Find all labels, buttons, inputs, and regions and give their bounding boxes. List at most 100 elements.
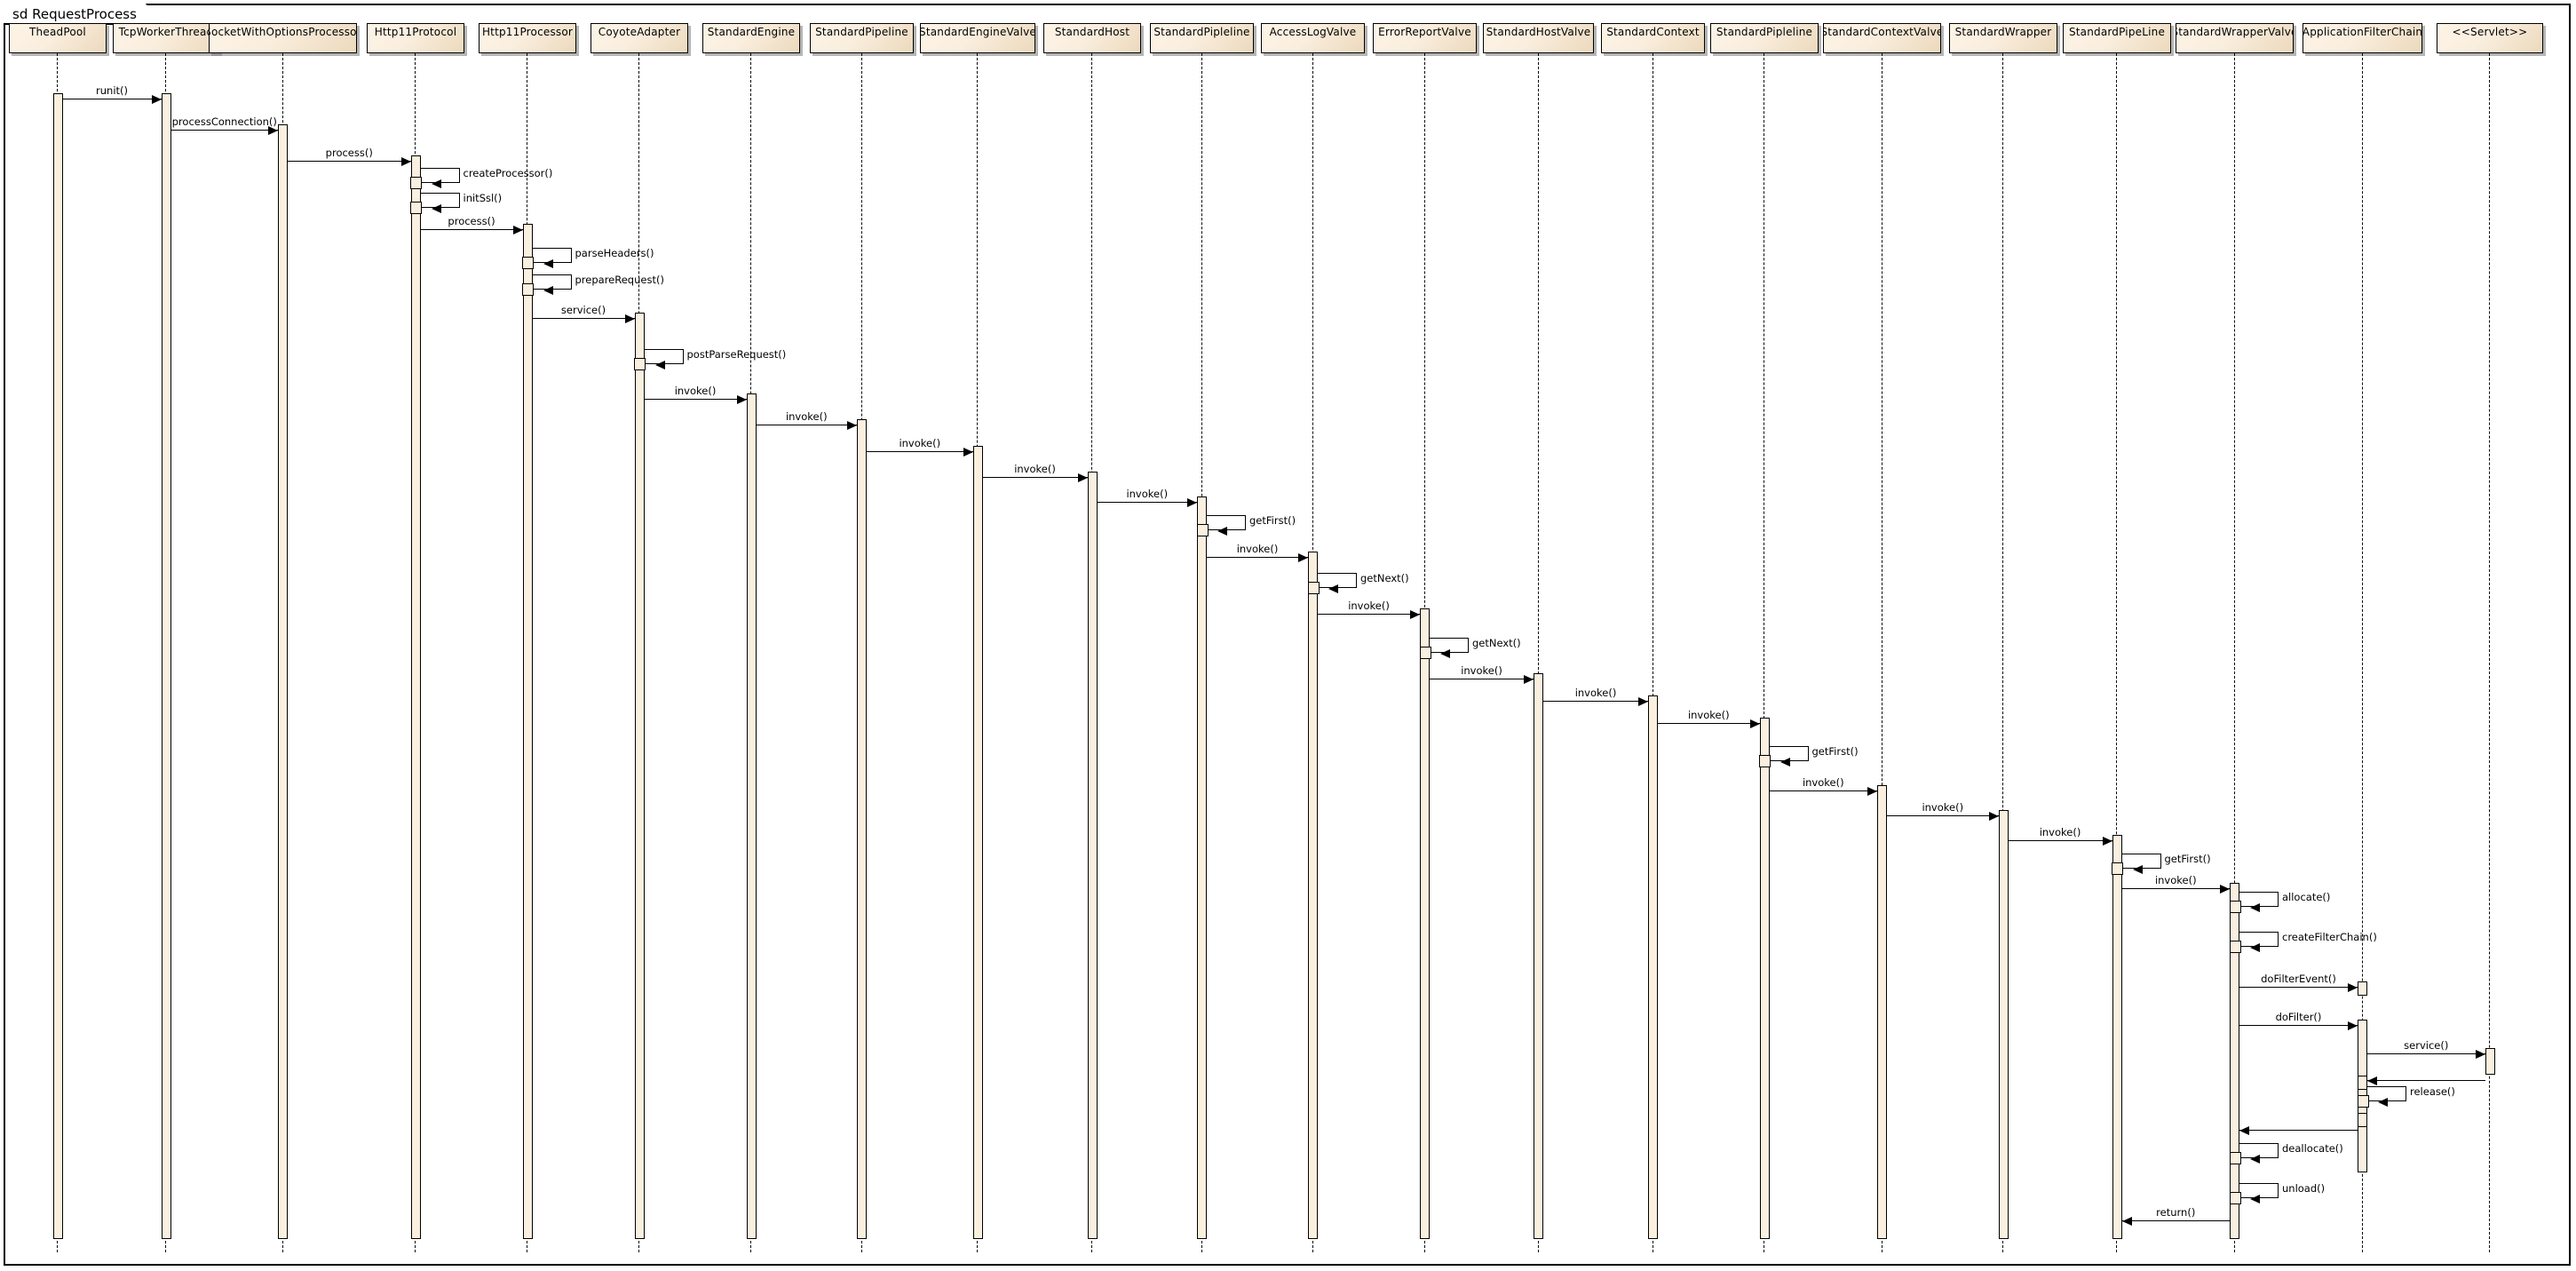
call-message-arrow (1077, 473, 1088, 482)
lifeline-header-standardwrapper[interactable]: StandardWrapper (1949, 23, 2057, 53)
lifeline-label: AccessLogValve (1269, 26, 1357, 38)
call-message-arrow (512, 225, 523, 234)
message-label: return() (2156, 1206, 2196, 1219)
message-label: initSsl() (463, 192, 503, 204)
message-label: postParseRequest() (686, 348, 787, 361)
lifeline-header-errorreportvalve[interactable]: ErrorReportValve (1373, 23, 1477, 53)
call-message-arrow (1867, 786, 1877, 796)
lifeline-dash-standardwrappervalve (2233, 53, 2235, 1252)
lifeline-header-standardpipeline3[interactable]: StandardPipleline (1710, 23, 1819, 53)
call-message-line (982, 477, 1088, 478)
call-message-arrow (268, 125, 278, 135)
message-label: invoke() (1687, 709, 1730, 721)
call-message-line (644, 399, 747, 400)
frame-label: sd RequestProcess (4, 4, 162, 25)
activation-bar-errorreportvalve (1420, 608, 1430, 1239)
lifeline-header-standardhostvalve[interactable]: StandardHostValve (1483, 23, 1594, 53)
self-call-arrow (2378, 1097, 2388, 1107)
call-message-arrow (1298, 552, 1308, 562)
call-message-line (2239, 987, 2358, 988)
lifeline-header-standardpipeline4[interactable]: StandardPipeLine (2063, 23, 2171, 53)
message-label: invoke() (1236, 543, 1279, 555)
message-label: createFilterChain() (2282, 931, 2377, 943)
self-call-activation (410, 202, 422, 214)
message-label: allocate() (2282, 891, 2331, 903)
lifeline-header-threadpool[interactable]: TheadPool (9, 23, 107, 53)
lifeline-dash-applicationfilterchain (2361, 53, 2363, 1252)
activation-bar-standardpipeline1 (857, 419, 867, 1239)
message-label: invoke() (1126, 488, 1169, 500)
lifeline-header-coyoteadapter[interactable]: CoyoteAdapter (590, 23, 688, 53)
lifeline-header-applicationfilterchain[interactable]: ApplicationFilterChain (2303, 23, 2422, 53)
self-call-activation (1419, 647, 1431, 659)
message-label: invoke() (674, 385, 717, 397)
activation-bar-tcpworkerthread (161, 93, 171, 1239)
lifeline-label: StandardPipleline (1153, 26, 1250, 38)
lifeline-label: StandardHostValve (1486, 26, 1591, 38)
lifeline-header-standardenginevalve[interactable]: StandardEngineValve (920, 23, 1035, 53)
message-label: createProcessor() (463, 167, 553, 179)
activation-bar-standardpipeline4 (2112, 835, 2122, 1239)
lifeline-header-http11protocol[interactable]: Http11Protocol (367, 23, 464, 53)
message-label: invoke() (1574, 687, 1617, 699)
self-call-arrow (2250, 942, 2260, 952)
self-call-activation (522, 283, 534, 296)
lifeline-label: StandardEngineValve (920, 26, 1035, 38)
message-label: invoke() (1014, 463, 1056, 475)
activation-bar-standardcontext (1648, 695, 1658, 1239)
lifeline-header-accesslogvalve[interactable]: AccessLogValve (1261, 23, 1365, 53)
call-message-arrow (151, 94, 162, 104)
lifeline-header-standardcontext[interactable]: StandardContext (1601, 23, 1705, 53)
lifeline-header-tcpworkerthread[interactable]: TcpWorkerThread (113, 23, 219, 53)
message-label: invoke() (1922, 801, 1964, 814)
lifeline-label: TcpWorkerThread (118, 26, 214, 38)
call-message-line (532, 318, 635, 319)
call-message-arrow (2348, 982, 2358, 992)
lifeline-header-socketwithoptions[interactable]: SocketWithOptionsProcessor (209, 23, 357, 53)
call-message-arrow (1524, 674, 1534, 684)
self-call-activation (1759, 755, 1771, 767)
activation-stub-applicationfilterchain (2358, 1076, 2367, 1090)
self-call-arrow (431, 203, 441, 213)
call-message-line (1207, 557, 1308, 558)
lifeline-header-standardhost[interactable]: StandardHost (1043, 23, 1141, 53)
message-label: service() (560, 304, 606, 316)
message-label: parseHeaders() (575, 247, 654, 259)
call-message-line (170, 130, 278, 131)
lifeline-header-standardengine[interactable]: StandardEngine (702, 23, 800, 53)
call-message-line (1543, 701, 1648, 702)
message-label: processConnection() (171, 115, 277, 128)
call-message-line (1769, 790, 1877, 791)
call-message-arrow (2475, 1049, 2485, 1059)
return-message-arrow (2121, 1216, 2132, 1226)
lifeline-header-standardwrappervalve[interactable]: StandardWrapperValve (2176, 23, 2294, 53)
self-call-arrow (1440, 648, 1450, 658)
lifeline-header-standardpipeline2[interactable]: StandardPipleline (1150, 23, 1254, 53)
self-call-activation (2229, 941, 2241, 953)
message-label: invoke() (2039, 826, 2081, 838)
lifeline-header-standardcontextvalve[interactable]: StandardContextValve (1823, 23, 1941, 53)
lifeline-dash-standardwrapper (2002, 53, 2003, 1252)
lifeline-header-servlet[interactable]: <<Servlet>> (2437, 23, 2543, 53)
self-call-activation (522, 257, 534, 269)
call-message-arrow (1187, 497, 1197, 507)
message-label: release() (2410, 1085, 2455, 1098)
lifeline-header-standardpipeline1[interactable]: StandardPipeline (810, 23, 914, 53)
self-call-activation (2112, 862, 2123, 875)
activation-bar-standardpipeline3 (1759, 718, 1770, 1239)
message-label: process() (448, 215, 495, 227)
message-label: invoke() (899, 437, 941, 449)
self-call-arrow (2132, 864, 2143, 874)
lifeline-label: StandardHost (1054, 26, 1130, 38)
call-message-line (1658, 723, 1760, 724)
self-call-activation (2229, 901, 2241, 913)
activation-bar-standardpipeline2 (1197, 496, 1207, 1239)
lifeline-header-http11processor[interactable]: Http11Processor (479, 23, 576, 53)
call-message-line (2008, 840, 2112, 841)
activation-bar-standardhost (1087, 472, 1098, 1239)
call-message-line (1887, 815, 1999, 816)
activation-bar-standardenginevalve (972, 446, 983, 1239)
lifeline-label: StandardPipleline (1716, 26, 1813, 38)
message-label: unload() (2282, 1182, 2326, 1195)
call-message-arrow (2102, 836, 2112, 846)
